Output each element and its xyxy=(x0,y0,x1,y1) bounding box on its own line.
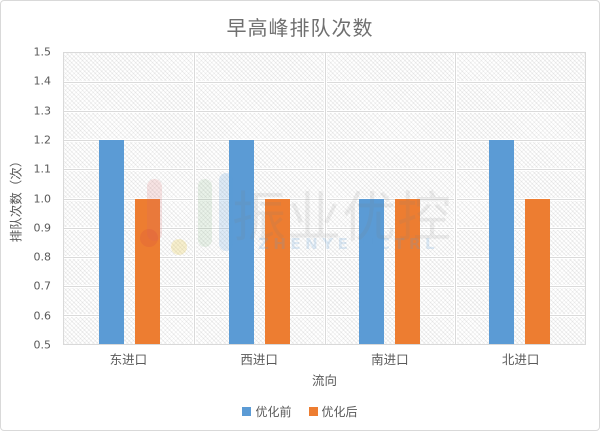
legend-swatch xyxy=(308,407,318,416)
y-tick-label: 0.6 xyxy=(33,309,52,323)
legend: 优化前 优化后 xyxy=(1,403,599,420)
bar-优化后-东进口 xyxy=(134,198,160,344)
legend-label: 优化后 xyxy=(321,405,358,419)
x-axis-labels: 东进口 西进口 南进口 北进口 xyxy=(63,349,586,368)
legend-label: 优化前 xyxy=(255,405,292,419)
y-tick-label: 1.5 xyxy=(33,45,52,59)
y-tick-label: 0.7 xyxy=(33,279,52,293)
bar-优化后-北进口 xyxy=(525,198,551,344)
x-axis-title: 流向 xyxy=(311,373,337,388)
bar-优化后-西进口 xyxy=(264,198,290,344)
plot-area xyxy=(63,52,586,345)
x-tick-label: 西进口 xyxy=(240,352,278,367)
chart-title: 早高峰排队次数 xyxy=(226,16,374,40)
y-tick-label: 1.1 xyxy=(33,162,52,176)
y-tick-label: 0.8 xyxy=(33,250,52,264)
gridline-vertical xyxy=(454,53,456,344)
legend-item: 优化后 xyxy=(308,403,358,420)
bar-group-2 xyxy=(194,53,324,344)
y-tick-label: 1.2 xyxy=(33,133,52,147)
x-tick-label: 北进口 xyxy=(501,352,540,367)
legend-swatch xyxy=(242,407,252,416)
bar-优化后-南进口 xyxy=(395,198,421,344)
y-tick-label: 1.4 xyxy=(33,74,52,88)
y-axis-ticks: 1.5 1.4 1.3 1.2 1.1 1.0 0.9 0.8 0.7 0.6 0.5 xyxy=(1,46,55,352)
bar-优化前-东进口 xyxy=(98,140,124,344)
gridline-vertical xyxy=(194,53,196,344)
x-tick-label: 南进口 xyxy=(371,352,409,367)
gridline-vertical xyxy=(324,53,326,344)
bar-优化前-北进口 xyxy=(489,140,515,344)
bar-优化前-南进口 xyxy=(359,198,385,344)
bar-group-3 xyxy=(325,53,455,344)
x-tick-label: 东进口 xyxy=(109,352,148,367)
bar-优化前-西进口 xyxy=(228,140,254,344)
y-tick-label: 0.5 xyxy=(33,338,52,352)
y-tick-label: 1.3 xyxy=(33,104,52,118)
y-tick-label: 1.0 xyxy=(33,192,52,205)
bar-group-1 xyxy=(64,53,194,344)
bar-group-4 xyxy=(455,53,585,344)
legend-item: 优化前 xyxy=(242,403,292,420)
y-tick-label: 0.9 xyxy=(33,221,52,235)
